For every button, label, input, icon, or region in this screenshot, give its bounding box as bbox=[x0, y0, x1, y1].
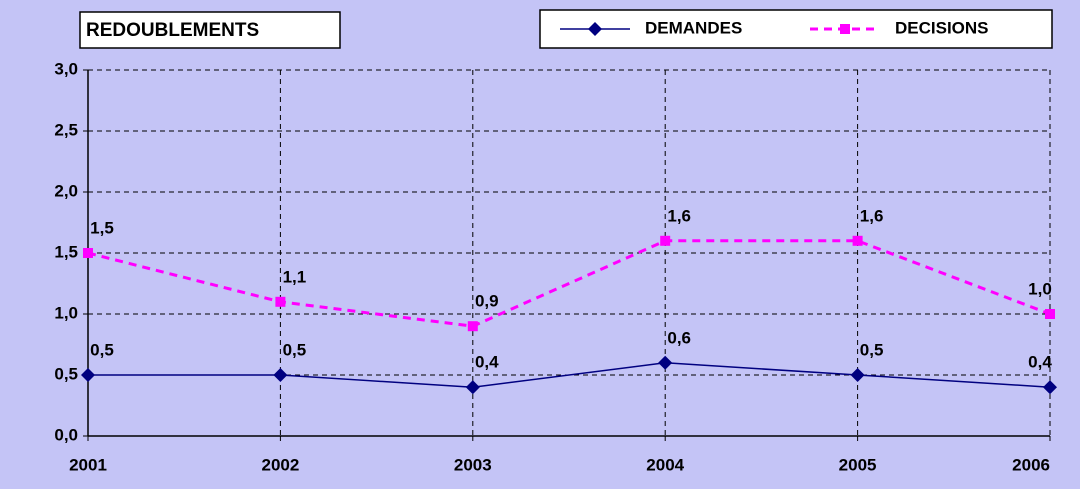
y-tick-label: 1,0 bbox=[54, 303, 78, 322]
data-label: 1,0 bbox=[1028, 279, 1052, 298]
y-tick-label: 2,5 bbox=[54, 120, 78, 139]
data-label: 1,6 bbox=[667, 206, 691, 225]
data-label: 0,5 bbox=[90, 340, 114, 359]
marker bbox=[83, 248, 93, 258]
marker bbox=[660, 235, 671, 246]
marker bbox=[658, 355, 673, 370]
marker bbox=[850, 368, 865, 382]
title-box bbox=[79, 11, 341, 49]
marker bbox=[1043, 380, 1057, 395]
x-tick-label: 2003 bbox=[454, 455, 492, 474]
marker bbox=[852, 235, 863, 246]
data-label: 0,5 bbox=[860, 340, 884, 359]
data-label: 1,5 bbox=[90, 218, 114, 237]
legend-label: DECISIONS bbox=[895, 18, 989, 37]
data-label: 0,4 bbox=[1028, 353, 1052, 372]
data-label: 1,6 bbox=[860, 206, 884, 225]
chart-title: REDOUBLEMENTS bbox=[86, 20, 259, 41]
y-tick-label: 0,0 bbox=[54, 425, 78, 444]
data-label: 0,5 bbox=[283, 340, 307, 359]
legend-label: DEMANDES bbox=[645, 18, 742, 37]
data-label: 1,1 bbox=[283, 267, 307, 286]
marker bbox=[840, 24, 850, 34]
x-tick-label: 2004 bbox=[646, 455, 684, 474]
marker bbox=[1045, 309, 1055, 319]
marker bbox=[467, 321, 478, 332]
series-line bbox=[88, 362, 1051, 388]
x-tick-label: 2002 bbox=[261, 455, 299, 474]
y-tick-label: 0,5 bbox=[54, 364, 78, 383]
marker bbox=[588, 22, 602, 36]
x-tick-label: 2006 bbox=[1012, 455, 1050, 474]
y-tick-label: 3,0 bbox=[54, 59, 78, 78]
x-tick-label: 2001 bbox=[69, 455, 107, 474]
series-line bbox=[87, 239, 1051, 328]
x-tick-label: 2005 bbox=[839, 455, 877, 474]
y-tick-label: 2,0 bbox=[54, 181, 78, 200]
marker bbox=[273, 368, 288, 382]
data-label: 0,6 bbox=[667, 328, 691, 347]
marker bbox=[275, 296, 286, 307]
data-label: 0,9 bbox=[475, 292, 499, 311]
y-tick-label: 1,5 bbox=[54, 242, 78, 261]
marker bbox=[465, 380, 480, 395]
data-label: 0,4 bbox=[475, 353, 499, 372]
marker bbox=[81, 368, 95, 382]
